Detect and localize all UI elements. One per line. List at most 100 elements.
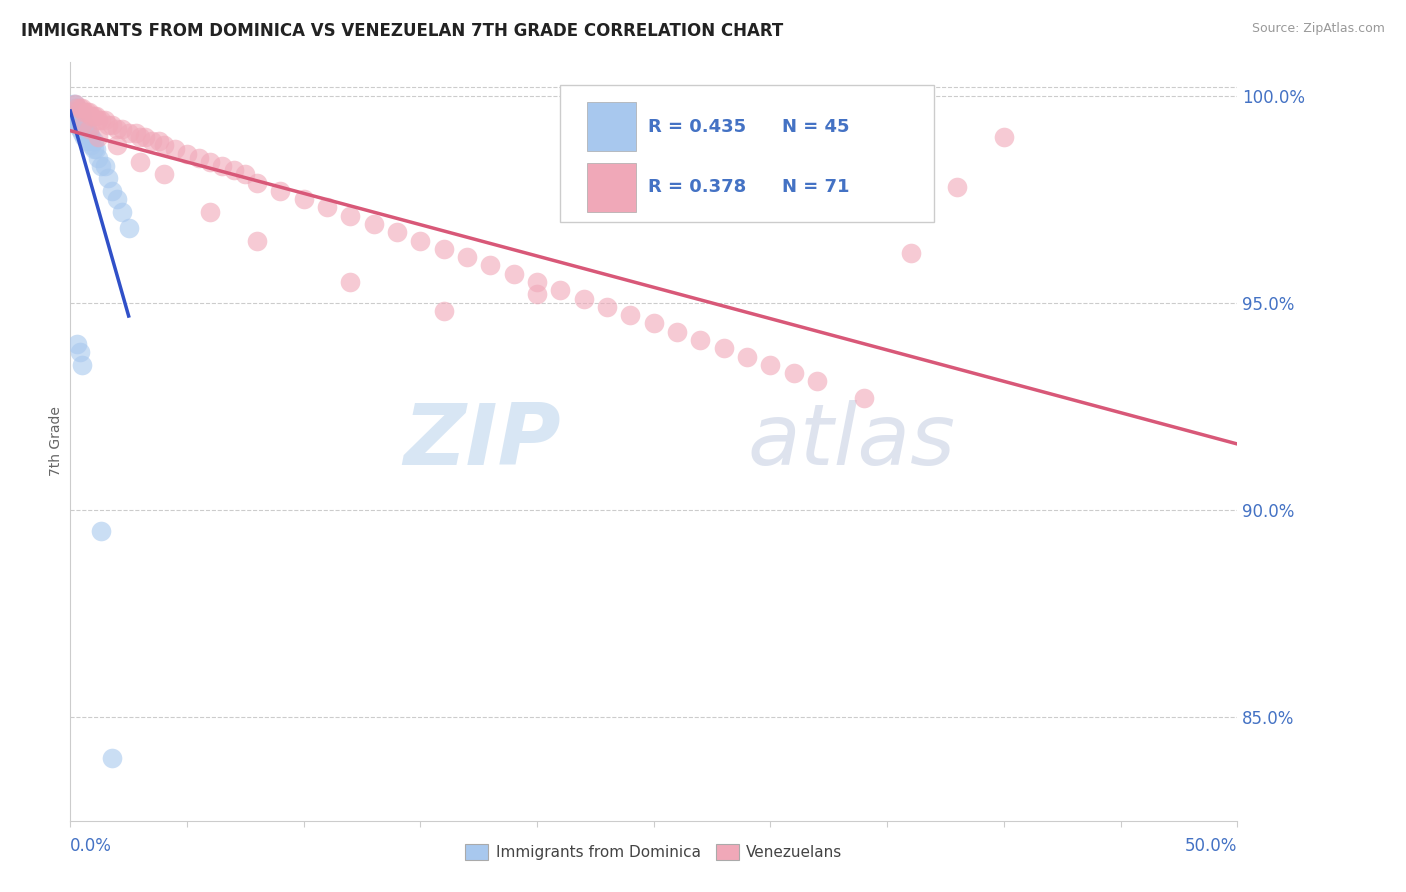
Point bbox=[63, 96, 86, 111]
Point bbox=[101, 751, 124, 765]
Point bbox=[129, 154, 152, 169]
Point bbox=[783, 366, 806, 380]
Point bbox=[73, 105, 96, 120]
Point bbox=[77, 134, 100, 148]
Point bbox=[70, 118, 93, 132]
Point bbox=[433, 242, 456, 256]
Point bbox=[77, 126, 100, 140]
Point bbox=[946, 179, 969, 194]
Point bbox=[83, 134, 105, 148]
Point bbox=[269, 184, 291, 198]
Text: R = 0.435: R = 0.435 bbox=[648, 118, 747, 136]
Point bbox=[118, 221, 141, 235]
Point bbox=[76, 105, 98, 120]
FancyBboxPatch shape bbox=[588, 163, 637, 212]
Point bbox=[80, 138, 103, 153]
Text: atlas: atlas bbox=[747, 400, 955, 483]
Point bbox=[66, 101, 89, 115]
Point bbox=[77, 105, 100, 120]
Point bbox=[63, 105, 86, 120]
Point bbox=[63, 96, 86, 111]
Point bbox=[62, 105, 84, 120]
Point bbox=[479, 259, 502, 273]
Point bbox=[73, 121, 96, 136]
Point bbox=[643, 317, 665, 331]
Point bbox=[152, 167, 174, 181]
Point bbox=[70, 126, 93, 140]
Point bbox=[129, 130, 152, 145]
Point bbox=[94, 113, 117, 128]
Text: N = 45: N = 45 bbox=[782, 118, 849, 136]
Point bbox=[90, 524, 112, 538]
Point bbox=[76, 126, 98, 140]
Text: IMMIGRANTS FROM DOMINICA VS VENEZUELAN 7TH GRADE CORRELATION CHART: IMMIGRANTS FROM DOMINICA VS VENEZUELAN 7… bbox=[21, 22, 783, 40]
Text: N = 71: N = 71 bbox=[782, 178, 849, 196]
Point bbox=[70, 113, 93, 128]
Point bbox=[363, 217, 385, 231]
Point bbox=[84, 143, 107, 157]
Point bbox=[63, 101, 86, 115]
Point bbox=[689, 333, 711, 347]
Point bbox=[118, 126, 141, 140]
Legend: Immigrants from Dominica, Venezuelans: Immigrants from Dominica, Venezuelans bbox=[458, 838, 849, 866]
Point bbox=[105, 121, 128, 136]
Point bbox=[83, 143, 105, 157]
Point bbox=[187, 151, 209, 165]
Text: 50.0%: 50.0% bbox=[1185, 838, 1237, 855]
Point bbox=[409, 234, 432, 248]
Point bbox=[666, 325, 689, 339]
Point bbox=[70, 109, 93, 123]
Point bbox=[69, 101, 91, 115]
Point bbox=[76, 121, 98, 136]
Point bbox=[292, 192, 315, 206]
Point bbox=[141, 134, 163, 148]
Point bbox=[211, 159, 233, 173]
Point bbox=[97, 171, 120, 186]
Point bbox=[69, 118, 91, 132]
Point bbox=[385, 225, 408, 239]
Point bbox=[572, 292, 595, 306]
Point bbox=[852, 391, 875, 405]
Point bbox=[66, 118, 89, 132]
Point bbox=[900, 246, 922, 260]
Text: ZIP: ZIP bbox=[402, 400, 561, 483]
Point bbox=[148, 134, 170, 148]
Point bbox=[69, 121, 91, 136]
Point bbox=[94, 159, 117, 173]
Point bbox=[69, 105, 91, 120]
Point bbox=[90, 113, 112, 128]
Point bbox=[76, 134, 98, 148]
Point bbox=[246, 234, 269, 248]
Point bbox=[66, 105, 89, 120]
Point bbox=[165, 143, 187, 157]
Point bbox=[111, 204, 134, 219]
Point bbox=[200, 204, 222, 219]
Point bbox=[759, 358, 782, 372]
Text: Source: ZipAtlas.com: Source: ZipAtlas.com bbox=[1251, 22, 1385, 36]
Point bbox=[806, 375, 828, 389]
Point bbox=[83, 109, 105, 123]
Point bbox=[80, 130, 103, 145]
Point bbox=[69, 113, 91, 128]
Point bbox=[77, 121, 100, 136]
Point bbox=[502, 267, 524, 281]
Point bbox=[105, 138, 128, 153]
Point bbox=[84, 109, 107, 123]
Point bbox=[62, 96, 84, 111]
Point bbox=[63, 109, 86, 123]
Point bbox=[433, 304, 456, 318]
Point bbox=[134, 130, 156, 145]
Point bbox=[222, 163, 245, 178]
Point bbox=[619, 308, 641, 322]
Point bbox=[339, 209, 361, 223]
Point bbox=[246, 176, 269, 190]
Point bbox=[111, 121, 134, 136]
Point bbox=[233, 167, 256, 181]
Point bbox=[456, 250, 478, 264]
Point bbox=[101, 118, 124, 132]
Point bbox=[66, 337, 89, 351]
Text: R = 0.378: R = 0.378 bbox=[648, 178, 747, 196]
Point bbox=[97, 118, 120, 132]
Point bbox=[66, 109, 89, 123]
Point bbox=[526, 287, 548, 301]
